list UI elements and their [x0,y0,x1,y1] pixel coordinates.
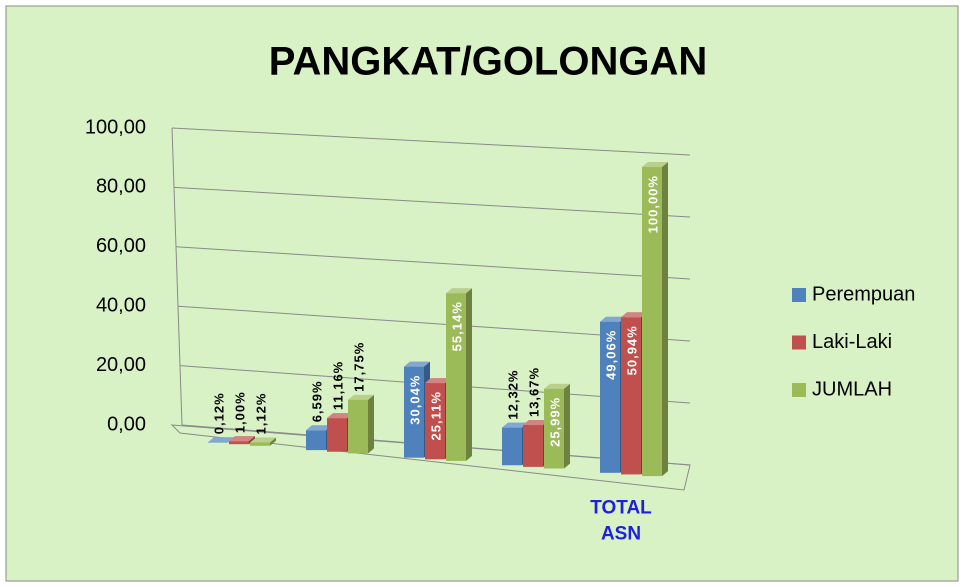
bar [250,442,270,446]
bar [425,383,445,460]
bar-top-light [404,361,430,367]
value-label: 13,67% [526,367,541,417]
bar-top-light [250,437,276,443]
bar-side-shade [564,383,570,469]
bar-top-light [523,420,549,426]
bar-top [425,378,451,384]
bar-top [544,383,570,389]
bar-top-light [425,378,451,384]
grid-line [175,246,691,280]
bar [621,317,641,475]
bar-top-light [642,162,668,168]
bar-top [523,420,549,426]
value-label: 1,12% [253,393,268,435]
bar-side [368,394,374,454]
value-label: 0,12% [211,392,226,434]
bar-side [466,288,472,461]
bar-top [642,162,668,168]
legend-label: Perempuan [812,283,915,305]
y-tick-label: 60,00 [96,235,146,257]
bar [306,430,326,451]
bar-top-light [600,316,626,322]
bar [600,321,620,473]
legend-label: Laki-Laki [812,331,892,353]
bar-top [229,436,255,442]
legend-swatch [792,335,806,350]
bar-top-light [621,312,647,318]
legend-swatch [792,383,806,397]
bar-side [662,162,668,477]
bar-top [404,361,430,367]
value-label: 30,04% [407,375,422,425]
bar-side-shade [466,288,472,461]
bar-top-light [348,394,374,400]
bar [642,167,662,477]
bar-top-light [327,413,353,419]
legend-swatch [792,288,806,302]
bar [327,418,347,452]
value-label: 25,99% [547,397,562,447]
grid-line [173,186,691,218]
bar-top [306,425,332,431]
bar-top-light [208,437,234,443]
bar-top-light [502,422,528,428]
bar-top [327,413,353,419]
x-tick-label: TOTAL ASN [590,497,652,544]
y-tick-label: 100,00 [85,116,146,138]
bar-top-light [446,288,472,294]
bar-top [446,288,472,294]
grid-line [171,127,691,156]
value-label: 6,59% [309,380,324,422]
value-label: 100,00% [645,175,660,233]
value-label: 1,00% [232,391,247,433]
bar-top [621,312,647,318]
bar-top [600,316,626,322]
bar-side-shade [662,162,668,477]
y-tick-label: 80,00 [96,176,146,198]
legend-label: JUMLAH [812,378,892,400]
bar [446,293,466,461]
value-label: 17,75% [351,342,366,392]
bar-top [348,394,374,400]
value-label: 11,16% [330,361,345,410]
bar-top [250,437,276,443]
value-label: 50,94% [624,325,639,375]
value-label: 55,14% [449,301,464,351]
bar-top-light [544,383,570,389]
bar-side-shade [368,394,374,454]
bar-side-shade [270,437,276,446]
value-label: 49,06% [603,330,618,380]
y-axis-wall [171,127,183,426]
bar [523,425,543,467]
value-label: 25,11% [428,391,443,440]
bar [348,399,368,454]
bar-side [270,437,276,446]
value-label: 12,32% [505,370,520,420]
y-tick-label: 20,00 [96,354,146,376]
bar-top-light [306,425,332,431]
bar [544,388,564,469]
bar-side [564,383,570,469]
bar [502,427,522,466]
bar [404,366,424,458]
bar [229,441,249,445]
y-tick-label: 0,00 [107,413,146,435]
bar-top-light [229,436,255,442]
y-tick-label: 40,00 [96,294,146,316]
bar-top [502,422,528,428]
bar-top [208,437,234,443]
chart-title: PANGKAT/GOLONGAN [269,40,708,84]
